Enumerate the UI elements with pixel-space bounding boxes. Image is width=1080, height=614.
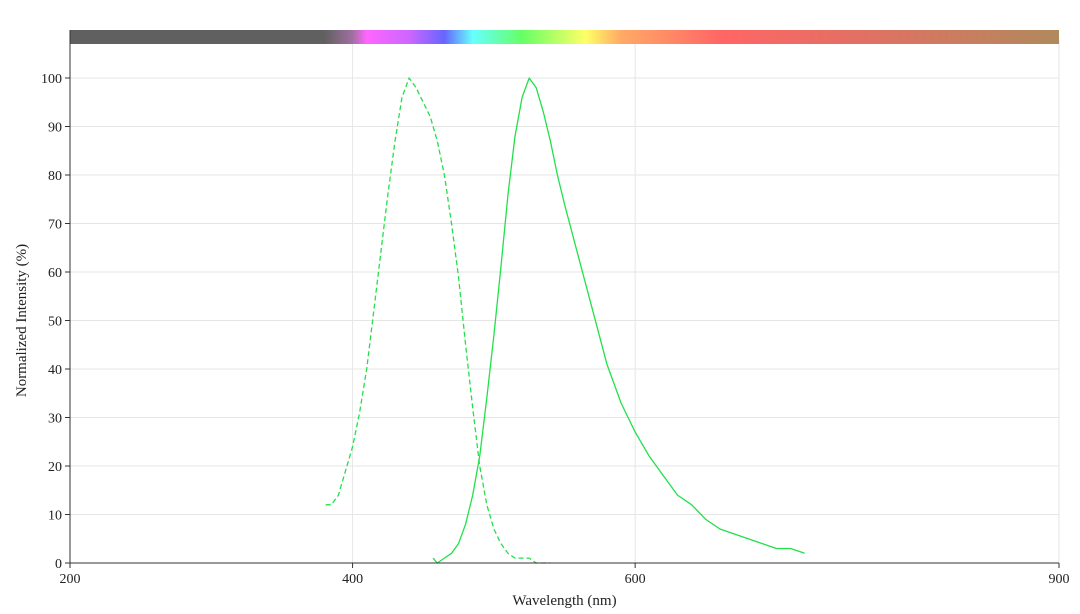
- x-axis-title: Wavelength (nm): [512, 593, 616, 609]
- spectrum-color-bar: [70, 30, 1059, 44]
- y-tick-label: 80: [48, 169, 62, 184]
- y-tick-label: 0: [55, 557, 62, 572]
- solid-series-line: [432, 77, 805, 564]
- y-axis-title: Normalized Intensity (%): [14, 244, 30, 397]
- axes: 0 10 20 30 40 50 60 70 80 90 100 200 400 600 900: [41, 30, 1070, 587]
- y-tick-label: 60: [48, 266, 62, 281]
- grid: [70, 40, 1060, 563]
- series-layer: [325, 77, 805, 564]
- y-tick-label: 20: [48, 460, 62, 475]
- x-tick-label: 900: [1049, 572, 1070, 587]
- x-tick-label: 400: [342, 572, 363, 587]
- dashed-series-line: [325, 77, 551, 564]
- y-tick-label: 40: [48, 363, 62, 378]
- y-tick-label: 30: [48, 412, 62, 427]
- y-tick-label: 90: [48, 121, 62, 136]
- y-tick-label: 10: [48, 509, 62, 524]
- y-tick-label: 100: [41, 72, 62, 87]
- y-tick-label: 50: [48, 315, 62, 330]
- x-tick-label: 600: [625, 572, 646, 587]
- y-tick-label: 70: [48, 218, 62, 233]
- x-tick-label: 200: [60, 572, 81, 587]
